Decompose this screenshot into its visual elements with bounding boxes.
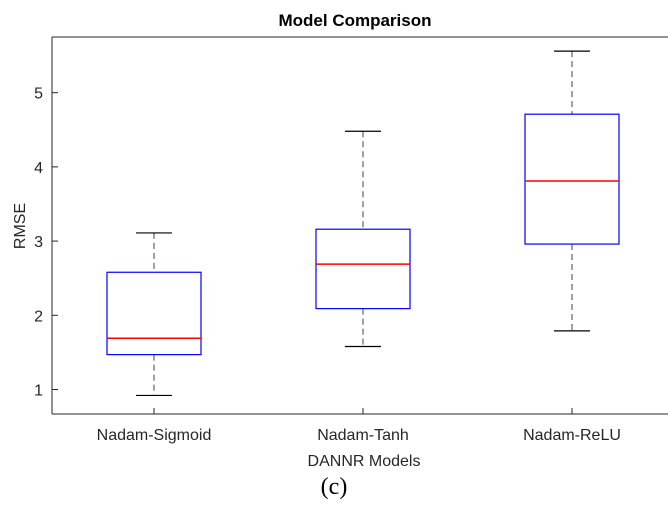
y-tick-label: 5: [34, 86, 43, 103]
y-tick-label: 2: [34, 308, 43, 325]
chart-title: Model Comparison: [278, 11, 431, 30]
box-plot-chart: Model Comparison Nadam-Sigmoid Nadam-Tanh…: [12, 11, 668, 470]
figure-caption: (c): [320, 474, 348, 500]
x-tick-labels: Nadam-Sigmoid Nadam-Tanh Nadam-ReLU: [97, 427, 621, 444]
iqr-box: [315, 228, 411, 310]
box-nadam-tanh: [315, 130, 411, 348]
boxes: [106, 50, 620, 397]
y-tick-label: 1: [34, 383, 43, 400]
box-nadam-relu: [524, 50, 620, 332]
x-tick-label: Nadam-Tanh: [317, 427, 409, 444]
plot-area: [52, 37, 668, 414]
x-axis-label: DANNR Models: [308, 453, 421, 470]
iqr-box: [106, 271, 202, 356]
iqr-box: [524, 113, 620, 245]
y-tick-label: 4: [34, 160, 43, 177]
y-tick-labels: 1 2 3 4 5: [34, 86, 43, 400]
axes: [51, 36, 668, 415]
box-nadam-sigmoid: [106, 232, 202, 397]
y-axis-label: RMSE: [12, 203, 29, 249]
y-tick-label: 3: [34, 234, 43, 251]
x-tick-label: Nadam-ReLU: [523, 427, 621, 444]
x-tick-label: Nadam-Sigmoid: [97, 427, 212, 444]
